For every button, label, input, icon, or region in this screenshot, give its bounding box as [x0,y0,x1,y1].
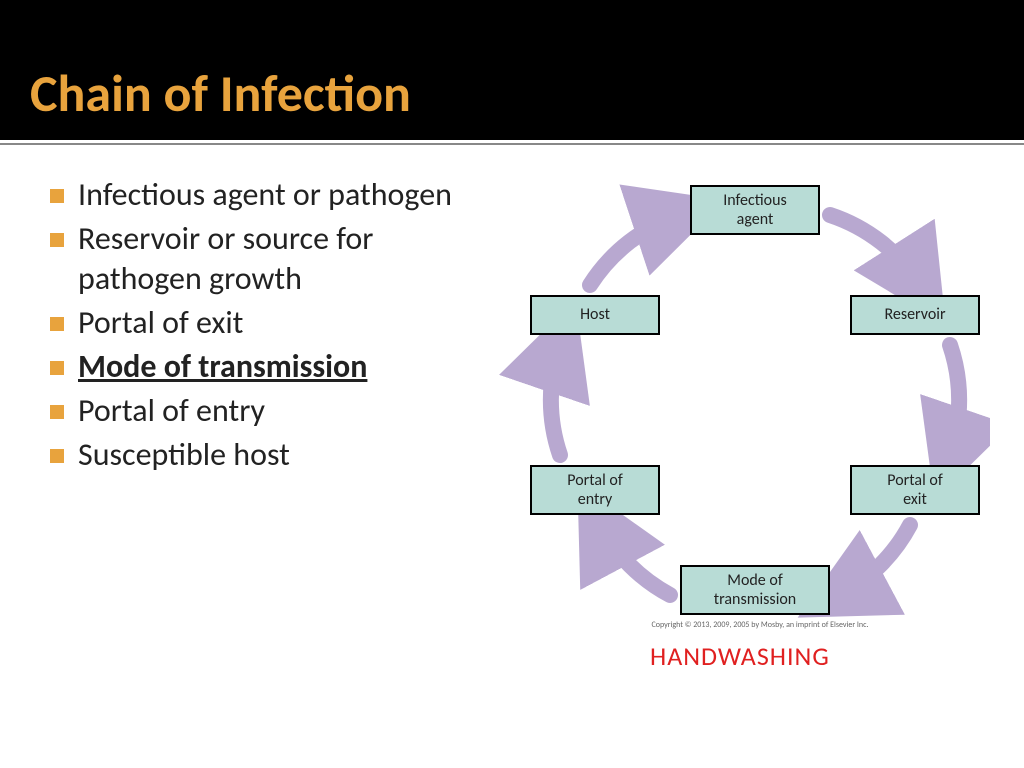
arrow-portal-entry-to-host [551,345,560,455]
bullet-text: Susceptible host [78,435,290,475]
bullet-marker-icon [50,233,64,247]
node-label: Infectious agent [723,191,787,229]
slide-title: Chain of Infection [30,61,411,125]
bullet-item: Portal of entry [50,391,490,431]
node-label: Reservoir [884,305,945,324]
bullet-text: Reservoir or source for pathogen growth [78,219,490,299]
arrow-host-to-infectious-agent [590,215,680,285]
node-reservoir: Reservoir [850,295,980,335]
bullet-list: Infectious agent or pathogenReservoir or… [50,165,490,725]
bullet-marker-icon [50,189,64,203]
bullet-item: Portal of exit [50,303,490,343]
node-infectious-agent: Infectious agent [690,185,820,235]
node-portal-entry: Portal of entry [530,465,660,515]
bullet-marker-icon [50,317,64,331]
node-label: Portal of exit [887,471,942,509]
bullet-text: Portal of exit [78,303,243,343]
bullet-marker-icon [50,361,64,375]
copyright-text: Copyright © 2013, 2009, 2005 by Mosby, a… [640,620,880,630]
arrow-infectious-agent-to-reservoir [830,215,920,285]
bullet-item: Reservoir or source for pathogen growth [50,219,490,299]
arrow-mode-trans-to-portal-entry [600,525,670,595]
title-bar: Chain of Infection [0,0,1024,140]
bullet-text: Portal of entry [78,391,265,431]
node-label: Portal of entry [567,471,622,509]
bullet-text: Infectious agent or pathogen [78,175,452,215]
bullet-text: Mode of transmission [78,347,367,387]
chain-diagram: Copyright © 2013, 2009, 2005 by Mosby, a… [490,165,990,725]
handwashing-label: HANDWASHING [650,640,830,672]
bullet-item: Susceptible host [50,435,490,475]
arrow-portal-exit-to-mode-trans [840,525,910,595]
node-label: Mode of transmission [714,571,796,609]
bullet-marker-icon [50,449,64,463]
bullet-marker-icon [50,405,64,419]
node-host: Host [530,295,660,335]
bullet-item: Mode of transmission [50,347,490,387]
node-mode-trans: Mode of transmission [680,565,830,615]
bullet-item: Infectious agent or pathogen [50,175,490,215]
node-label: Host [580,305,610,324]
content-area: Infectious agent or pathogenReservoir or… [0,145,1024,735]
arrow-reservoir-to-portal-exit [950,345,959,455]
node-portal-exit: Portal of exit [850,465,980,515]
